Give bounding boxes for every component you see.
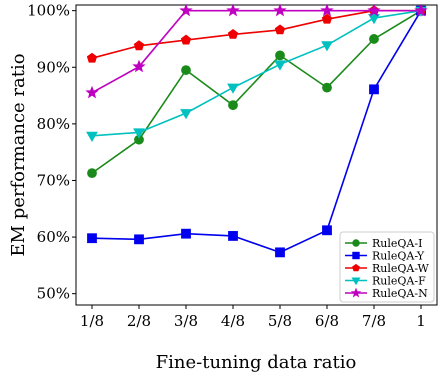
data-point [85, 85, 99, 99]
series-line [91, 10, 422, 254]
plot-frame [75, 4, 438, 306]
legend-item: RuleQA-W [345, 262, 429, 275]
y-tick-label: 100% [27, 2, 70, 20]
legend-marker [352, 251, 360, 260]
data-point [133, 128, 145, 139]
data-point [227, 83, 239, 94]
data-point [181, 228, 191, 239]
data-point [275, 50, 285, 61]
series-ruleqa-y [87, 5, 426, 258]
legend-label: RuleQA-F [372, 275, 426, 288]
legend-label: RuleQA-N [372, 287, 428, 300]
x-tick-label: 4/8 [221, 312, 245, 330]
legend-item: RuleQA-F [345, 275, 426, 288]
data-point [275, 247, 285, 258]
y-tick-label: 50% [37, 285, 70, 303]
y-tick-label: 90% [37, 58, 70, 76]
data-point [274, 60, 286, 71]
series-layer [85, 3, 428, 258]
series-ruleqa-f [86, 6, 427, 142]
data-point [87, 233, 97, 244]
data-point [321, 13, 333, 24]
data-point [86, 131, 98, 142]
data-point [228, 231, 238, 241]
x-tick-label: 1 [416, 312, 426, 330]
x-tick-label: 1/8 [80, 312, 104, 330]
legend-marker [352, 239, 360, 247]
data-point [181, 65, 191, 75]
data-point [321, 41, 333, 52]
data-point [179, 3, 193, 17]
legend-label: RuleQA-W [372, 262, 429, 275]
legend-item: RuleQA-I [345, 237, 422, 250]
x-tick-label: 2/8 [127, 312, 151, 330]
data-point [132, 59, 146, 73]
legend-item: RuleQA-Y [345, 250, 425, 263]
data-point [274, 24, 286, 35]
x-tick-label: 3/8 [174, 312, 198, 330]
x-tick-label: 5/8 [268, 312, 292, 330]
data-point [273, 3, 287, 17]
y-tick-label: 60% [37, 228, 70, 246]
data-point [322, 82, 332, 93]
data-point [227, 29, 239, 39]
data-point [369, 34, 379, 44]
legend-label: RuleQA-I [372, 237, 422, 250]
legend-marker [351, 277, 361, 286]
data-point [133, 40, 145, 51]
data-point [86, 52, 98, 63]
series-line [91, 9, 421, 94]
x-axis-label: Fine-tuning data ratio [156, 352, 357, 373]
legend-label: RuleQA-Y [372, 250, 425, 263]
y-axis: 50% 60% 70% 80% 90% 100% [27, 2, 76, 303]
y-tick-label: 70% [37, 171, 70, 189]
series-line [91, 9, 422, 137]
legend-box [339, 231, 435, 303]
legend-marker [352, 263, 360, 272]
series-line [91, 9, 421, 59]
series-ruleqa-n [85, 3, 428, 99]
data-point [414, 3, 428, 17]
legend-marker [350, 287, 362, 298]
data-point [87, 168, 97, 179]
data-point [228, 100, 238, 111]
series-line [91, 10, 422, 174]
data-point [180, 109, 192, 120]
x-tick-label: 7/8 [362, 312, 386, 330]
data-point [134, 234, 144, 245]
y-axis-label: EM performance ratio [8, 53, 29, 256]
data-point [369, 84, 379, 95]
x-axis: 1/8 2/8 3/8 4/8 5/8 6/8 7/8 1 [80, 305, 426, 330]
data-point [322, 225, 332, 236]
data-point [320, 3, 334, 17]
legend-item: RuleQA-N [345, 287, 428, 300]
data-point [367, 3, 381, 17]
y-tick-label: 80% [37, 115, 70, 133]
data-point [180, 34, 192, 45]
data-point [368, 13, 380, 25]
data-point [226, 3, 240, 17]
x-tick-label: 6/8 [315, 312, 339, 330]
